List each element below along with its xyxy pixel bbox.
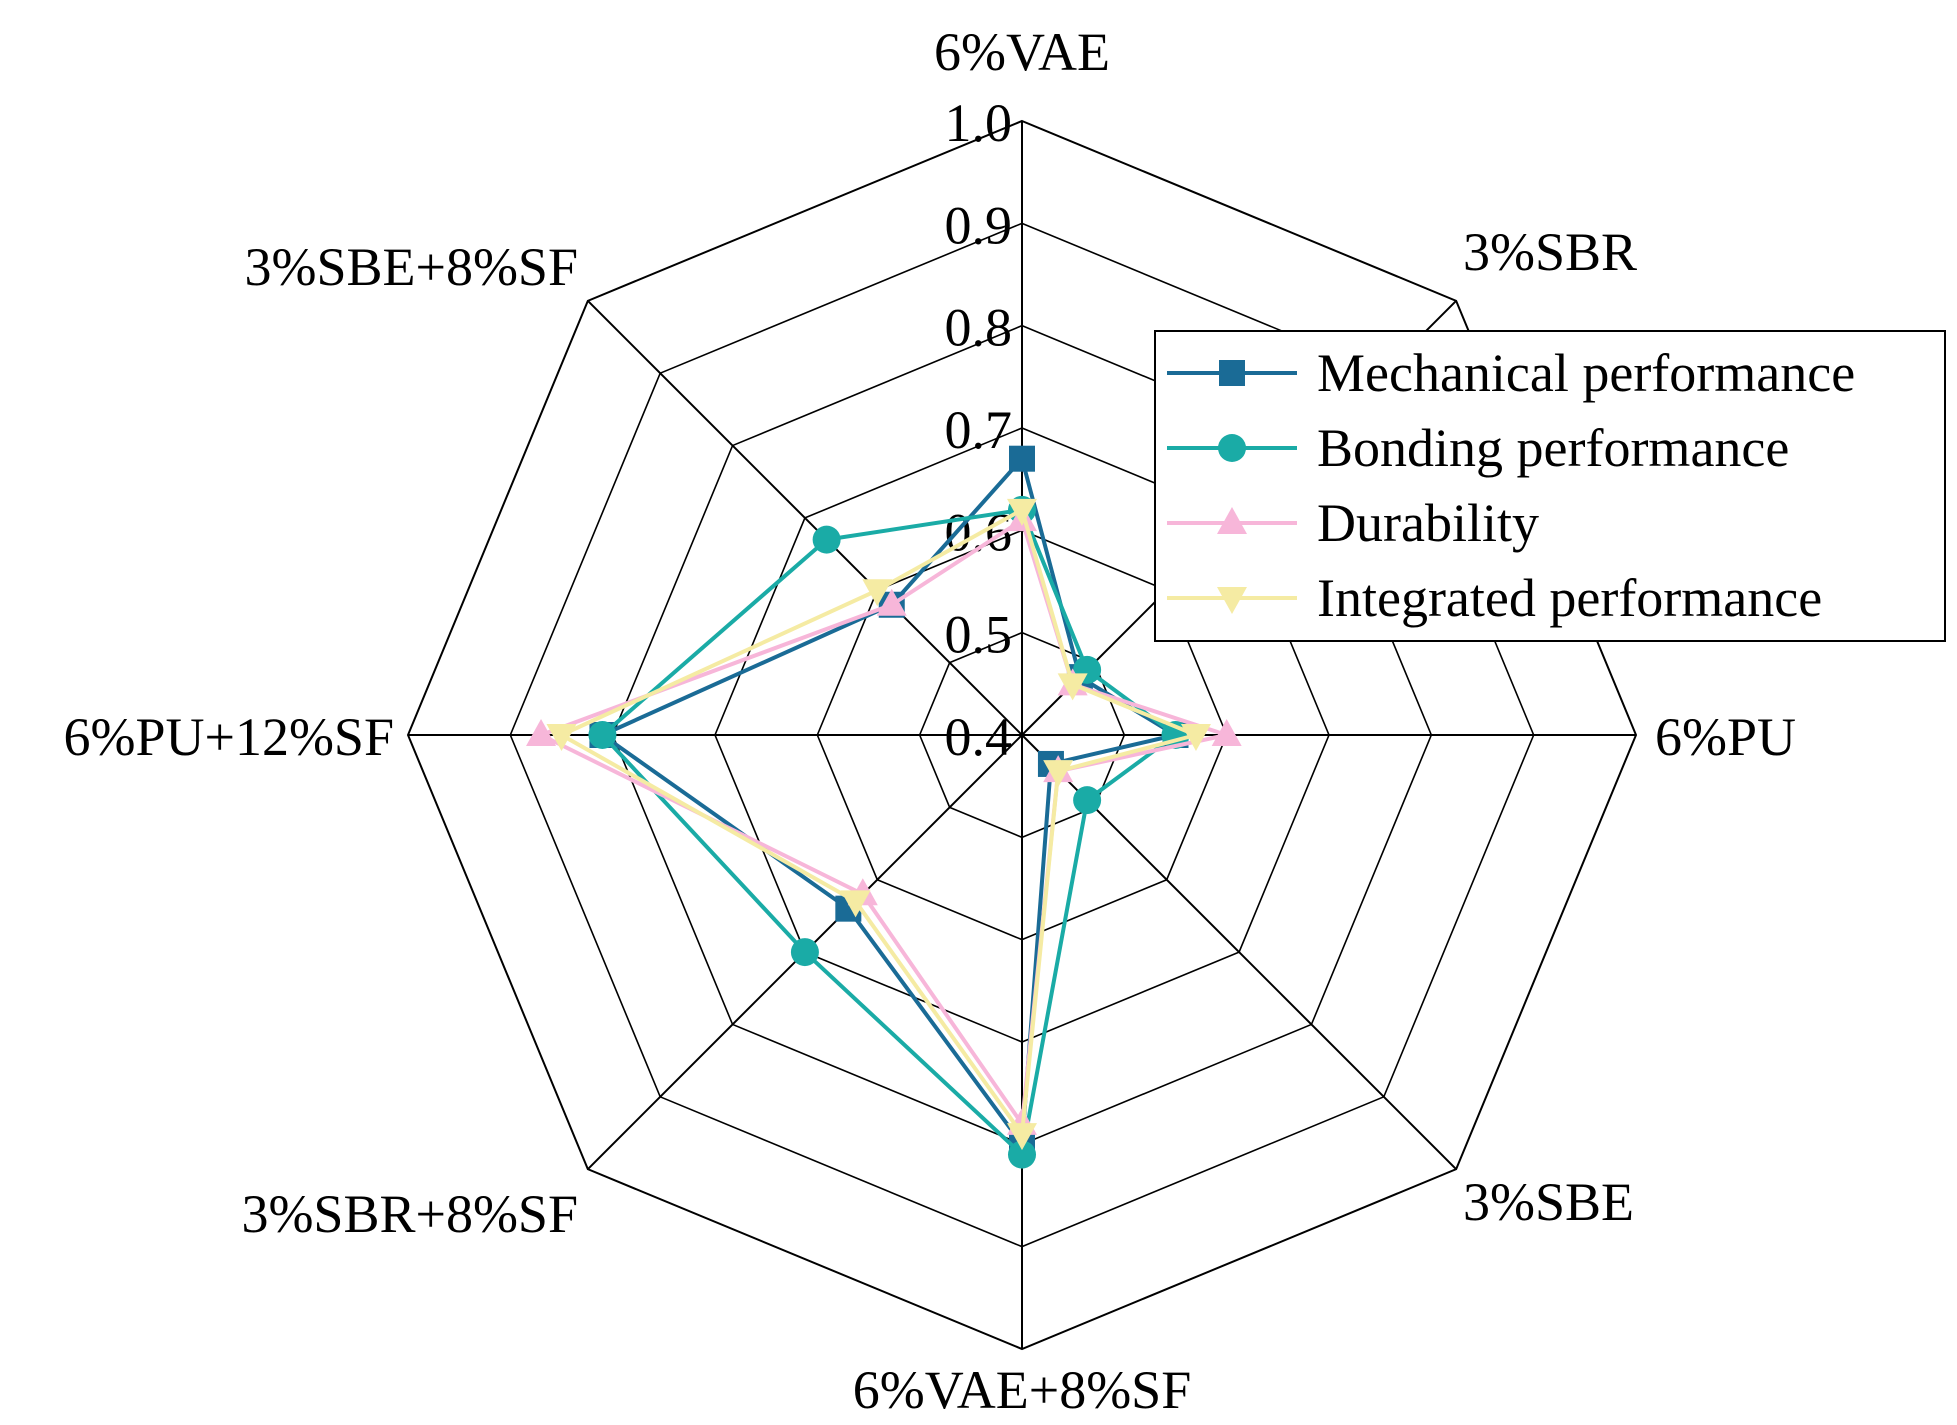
legend-entry: Mechanical performance	[1167, 343, 1855, 403]
axis-labels: 6%VAE 3%SBR 6%PU 3%SBE 6%VAE+8%SF 3%SBR+8%SF 6…	[63, 22, 1796, 1420]
spoke-7	[587, 300, 1023, 736]
data-point	[526, 719, 557, 746]
axis-label: 3%SBE+8%SF	[244, 237, 578, 297]
legend-box	[1154, 330, 1946, 642]
series-3	[546, 498, 1211, 1151]
legend-label: Integrated performance	[1317, 568, 1822, 628]
data-point	[546, 724, 577, 751]
legend-marker	[1217, 507, 1247, 534]
axis-label: 3%SBE	[1463, 1172, 1634, 1232]
data-point	[1008, 1140, 1036, 1169]
tick-label: 0.5	[945, 605, 1013, 665]
tick-label: 0.4	[945, 707, 1013, 767]
legend-entry: Bonding performance	[1167, 418, 1789, 478]
data-point	[1211, 719, 1242, 746]
radial-tick-labels: 0.40.50.60.70.80.91.0	[945, 93, 1013, 767]
tick-label: 0.7	[945, 400, 1013, 460]
data-point	[790, 938, 819, 967]
axis-label: 6%PU+12%SF	[63, 707, 394, 767]
data-point	[1007, 498, 1037, 526]
data-point	[840, 890, 871, 918]
data-point	[1180, 724, 1211, 751]
data-point	[1057, 673, 1088, 701]
axis-label: 3%SBR	[1463, 222, 1637, 282]
axis-label: 3%SBR+8%SF	[241, 1184, 578, 1244]
axis-label: 6%PU	[1655, 707, 1796, 767]
tick-label: 0.8	[945, 298, 1013, 358]
legend: Mechanical performance Bonding performanc…	[1154, 330, 1946, 642]
data-point	[862, 579, 893, 607]
data-point	[588, 721, 617, 749]
legend-label: Bonding performance	[1317, 418, 1789, 478]
series-layer	[526, 445, 1242, 1169]
tick-label: 1.0	[945, 93, 1013, 153]
axis-label: 6%VAE	[934, 22, 1110, 82]
tick-label: 0.9	[945, 195, 1013, 255]
legend-marker	[1219, 360, 1245, 386]
legend-label: Mechanical performance	[1317, 343, 1855, 403]
legend-entry: Durability	[1167, 493, 1539, 553]
data-point	[812, 525, 841, 554]
data-point	[1073, 786, 1102, 815]
legend-label: Durability	[1317, 493, 1539, 553]
legend-entry: Integrated performance	[1167, 568, 1822, 628]
legend-marker	[1217, 587, 1247, 614]
data-point	[1009, 445, 1035, 472]
axis-label: 6%VAE+8%SF	[853, 1360, 1192, 1420]
data-point	[1043, 760, 1074, 788]
legend-marker	[1218, 434, 1246, 462]
data-point	[876, 588, 907, 616]
data-point	[1007, 1123, 1037, 1151]
